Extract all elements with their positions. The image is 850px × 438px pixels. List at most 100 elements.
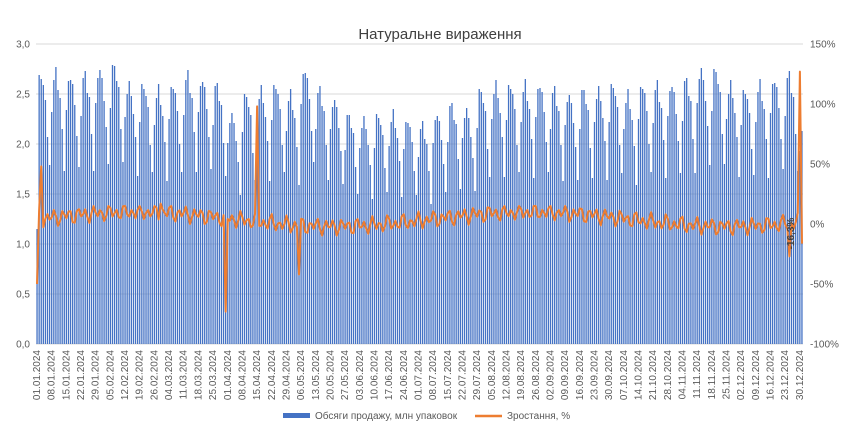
bar: [199, 86, 202, 344]
bar: [63, 171, 65, 344]
bar: [92, 171, 95, 344]
bar: [499, 113, 501, 344]
x-tick-label: 11.03.2024: [179, 350, 190, 400]
bar: [774, 83, 776, 344]
bar: [310, 131, 313, 344]
bar: [621, 173, 623, 344]
bar: [51, 112, 53, 344]
bar: [283, 172, 285, 344]
bar: [325, 145, 327, 344]
bar: [786, 78, 788, 344]
bar: [359, 148, 361, 344]
bar: [757, 92, 759, 344]
bar: [388, 146, 390, 344]
x-tick-label: 30.09.2024: [604, 350, 615, 400]
bar: [486, 149, 489, 344]
bar: [618, 145, 621, 344]
bar: [132, 114, 135, 344]
bar: [111, 65, 114, 344]
bar: [784, 116, 786, 344]
x-tick-label: 15.07.2024: [443, 350, 454, 400]
bar: [453, 120, 455, 344]
bar: [591, 178, 594, 344]
left-tick-label: 1,0: [16, 240, 30, 251]
bar: [166, 181, 168, 344]
bar: [254, 180, 256, 344]
bar: [424, 139, 426, 344]
bar: [264, 117, 267, 344]
bar: [656, 80, 659, 344]
bar: [518, 172, 520, 344]
bar: [319, 86, 321, 344]
bar: [545, 142, 547, 344]
bar: [191, 98, 193, 344]
bar: [61, 129, 63, 344]
bar: [681, 121, 684, 344]
bar: [170, 87, 172, 344]
x-tick-label: 16.12.2024: [766, 350, 777, 400]
bar: [753, 175, 755, 344]
bar: [398, 161, 401, 344]
bar: [595, 99, 598, 344]
bar: [639, 87, 642, 344]
bar: [642, 89, 644, 344]
bar: [279, 109, 281, 344]
bar: [782, 169, 784, 344]
x-tick-label: 24.06.2024: [399, 350, 410, 400]
bar: [206, 109, 208, 344]
bar: [732, 98, 734, 344]
x-tick-label: 23.09.2024: [589, 350, 600, 400]
bar-series: [36, 65, 803, 344]
bar: [126, 94, 128, 344]
bar: [308, 99, 311, 344]
bar: [688, 96, 690, 344]
bar: [788, 71, 791, 344]
x-tick-label: 29.01.2024: [91, 350, 102, 400]
bar: [587, 110, 589, 344]
bar: [271, 120, 273, 344]
bar: [187, 70, 189, 344]
x-tick-label: 18.03.2024: [193, 350, 204, 400]
bar: [706, 126, 709, 344]
bar: [48, 165, 51, 344]
bar: [593, 122, 596, 344]
bar: [700, 68, 703, 344]
x-tick-label: 26.08.2024: [531, 350, 542, 400]
bar: [541, 92, 543, 344]
bar: [493, 94, 495, 344]
bar: [767, 178, 770, 344]
bar: [390, 122, 392, 344]
bar: [57, 90, 59, 344]
bar: [432, 143, 434, 344]
bar: [189, 93, 191, 344]
bar: [248, 107, 250, 344]
bar: [180, 172, 183, 344]
bar: [333, 100, 336, 344]
bar: [480, 92, 482, 344]
bar: [210, 169, 212, 344]
bar: [302, 74, 304, 344]
bar: [501, 137, 503, 344]
x-tick-label: 01.01.2024: [32, 350, 43, 400]
bar: [315, 129, 317, 344]
bar: [512, 94, 514, 344]
bar: [178, 144, 181, 344]
bar: [702, 80, 705, 344]
x-tick-label: 25.03.2024: [208, 350, 219, 400]
bar: [476, 128, 478, 344]
bar: [266, 141, 269, 344]
x-tick-label: 13.05.2024: [311, 350, 322, 400]
bar: [377, 118, 380, 344]
bar: [285, 131, 288, 344]
bar: [250, 115, 252, 344]
bar: [510, 89, 512, 344]
bar: [727, 94, 730, 344]
bar: [46, 137, 49, 344]
bar: [675, 114, 677, 344]
bar: [113, 66, 116, 344]
bar: [260, 85, 262, 344]
legend-label-bars: Обсяги продажу, млн упаковок: [315, 410, 458, 422]
bar: [470, 137, 472, 344]
bar: [40, 79, 42, 344]
